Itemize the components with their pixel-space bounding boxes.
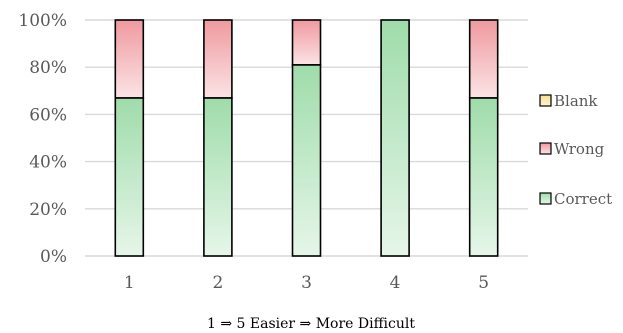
- bar-wrong-5: [468, 19, 499, 99]
- bar-correct-4: [380, 19, 410, 257]
- legend-label-blank: Blank: [554, 92, 598, 110]
- bars: [114, 19, 499, 257]
- y-tick-label: 60%: [29, 105, 67, 125]
- y-tick-label: 100%: [18, 11, 67, 31]
- bar-wrong-2: [203, 19, 233, 99]
- bar-correct-1: [114, 97, 145, 257]
- legend-swatch-wrong: [539, 142, 552, 155]
- y-tick-label: 40%: [29, 153, 67, 173]
- y-tick-label: 80%: [29, 58, 67, 78]
- x-tick-label: 4: [390, 273, 401, 293]
- bar-correct-3: [291, 64, 322, 257]
- legend-swatch-blank: [539, 94, 552, 107]
- bar-correct-5: [468, 97, 499, 257]
- x-tick-label: 5: [478, 273, 489, 293]
- bar-correct-2: [203, 97, 233, 257]
- legend-swatch-correct: [539, 192, 552, 205]
- x-tick-label: 2: [212, 273, 223, 293]
- x-axis-ticks: 1 2 3 4 5: [124, 273, 489, 293]
- x-tick-label: 1: [124, 273, 135, 293]
- legend-label-wrong: Wrong: [554, 140, 605, 158]
- x-tick-label: 3: [301, 273, 312, 293]
- y-tick-label: 20%: [29, 200, 67, 220]
- x-axis-label: 1 ⇒ 5 Easier ⇒ More Difficult: [207, 316, 415, 332]
- legend-label-correct: Correct: [554, 190, 612, 208]
- y-tick-label: 0%: [40, 247, 67, 267]
- legend: Blank Wrong Correct: [539, 92, 612, 208]
- bar-wrong-3: [291, 19, 322, 66]
- y-axis-ticks: 0% 20% 40% 60% 80% 100%: [18, 11, 67, 267]
- bar-wrong-1: [114, 19, 145, 99]
